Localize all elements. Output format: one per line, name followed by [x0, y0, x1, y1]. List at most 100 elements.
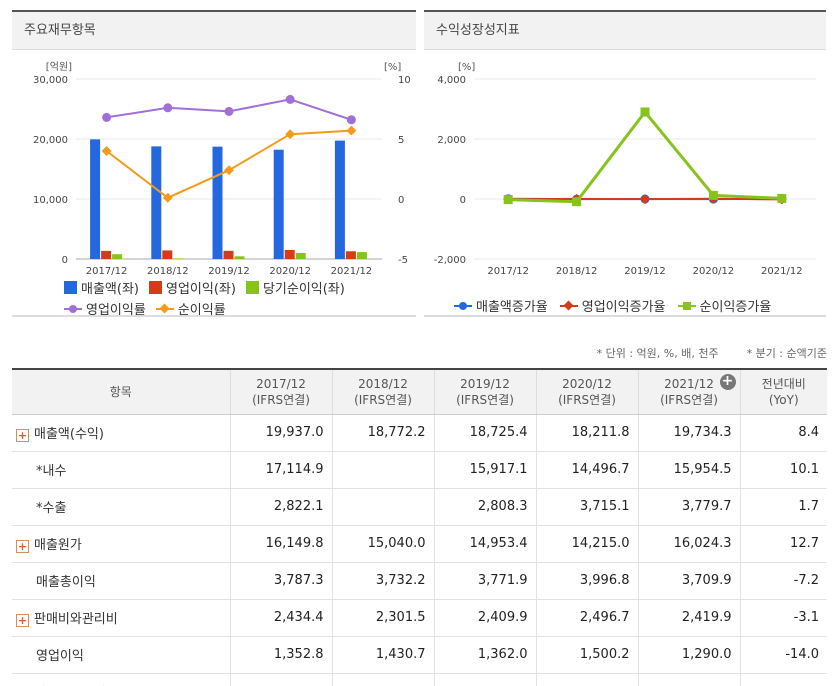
bar-영업이익(좌)[interactable]: [101, 250, 112, 259]
legend-item[interactable]: 매출액증가율: [454, 296, 548, 315]
y-tick-label: -2,000: [434, 255, 466, 266]
value-cell: 2,434.4: [229, 599, 332, 637]
header-period: 전년대비 (YoY): [739, 369, 827, 415]
row-label: 매출총이익: [36, 575, 96, 590]
bar-매출액(좌)[interactable]: [90, 139, 101, 259]
x-tick-label: 2019/12: [208, 266, 250, 277]
legend-item[interactable]: 순이익률: [155, 299, 226, 318]
bar-영업이익(좌)[interactable]: [284, 249, 295, 259]
point-영업이익률[interactable]: [346, 115, 356, 125]
table-row: + 매출원가 16,149.8 15,040.0 14,953.4 14,215.0 16,…: [12, 525, 827, 563]
point-순이익률[interactable]: [162, 192, 173, 203]
x-tick-label: 2018/12: [556, 266, 598, 277]
value-cell: 2,496.7: [535, 599, 638, 637]
row-label-cell[interactable]: +기타영업수익: [12, 673, 230, 686]
row-label-cell[interactable]: + 매출원가: [12, 525, 230, 563]
header-line1: 2021/12: [664, 376, 714, 391]
value-cell: 18,211.8: [535, 414, 638, 452]
bar-당기순이익(좌)[interactable]: [295, 253, 306, 259]
table-row: *내수 17,114.9 15,917.1 14,496.7 15,954.5 10.1: [12, 451, 827, 489]
table-row: + 매출액(수익) 19,937.0 18,772.2 18,725.4 18,211.8…: [12, 414, 827, 452]
yoy-cell: 1.7: [739, 488, 827, 526]
table-row: *수출 2,822.1 2,808.3 3,715.1 3,779.7 1.7: [12, 488, 827, 526]
expand-icon[interactable]: +: [16, 540, 29, 553]
bar-매출액(좌)[interactable]: [334, 140, 345, 259]
header-line1: 전년대비: [761, 376, 806, 391]
yoy-cell: -3.1: [739, 599, 827, 637]
row-label-cell[interactable]: + 매출액(수익): [12, 414, 230, 452]
bar-당기순이익(좌)[interactable]: [356, 252, 367, 259]
legend-item[interactable]: 순이익증가율: [677, 296, 771, 315]
row-label: 매출액(수익): [34, 427, 104, 442]
yoy-cell: 10.1: [739, 451, 827, 489]
value-cell: 19,937.0: [229, 414, 332, 452]
header-line1: 항목: [109, 384, 132, 399]
yoy-cell: 12.7: [739, 525, 827, 563]
expand-icon[interactable]: +: [16, 614, 29, 627]
chart-legend: 매출액(좌) 영업이익(좌) 당기순이익(좌) 영업이익률 순이익률: [64, 278, 414, 318]
x-tick-label: 2020/12: [693, 266, 735, 277]
plus-circle-icon[interactable]: +: [719, 374, 736, 390]
point-영업이익률[interactable]: [224, 106, 234, 116]
point-영업이익률[interactable]: [285, 94, 295, 104]
point-순이익증가율[interactable]: [640, 107, 650, 117]
bar-당기순이익(좌)[interactable]: [112, 254, 123, 259]
point-순이익증가율[interactable]: [708, 190, 718, 200]
value-cell: 3,771.9: [433, 562, 536, 600]
legend-swatch: [155, 303, 174, 315]
legend-swatch: [148, 281, 162, 294]
point-영업이익증가율[interactable]: [640, 194, 650, 205]
unit-note: * 단위 : 억원, %, 배, 천주: [596, 347, 719, 360]
row-label-cell: *수출: [12, 488, 230, 526]
value-cell: 16,149.8: [229, 525, 332, 563]
bar-매출액(좌)[interactable]: [212, 146, 223, 259]
point-순이익률[interactable]: [346, 125, 357, 136]
header-period: 2020/12 (IFRS연결): [535, 369, 638, 415]
bar-영업이익(좌)[interactable]: [162, 250, 173, 259]
row-label-cell: 영업이익: [12, 636, 230, 674]
value-cell: 14,215.0: [535, 525, 638, 563]
value-cell: 1,352.8: [229, 636, 332, 674]
bar-당기순이익(좌)[interactable]: [234, 256, 245, 259]
point-순이익률[interactable]: [224, 165, 234, 176]
point-순이익증가율[interactable]: [503, 195, 513, 205]
point-순이익증가율[interactable]: [572, 197, 582, 207]
value-cell: 18,772.2: [331, 414, 434, 452]
point-순이익증가율[interactable]: [777, 193, 787, 203]
expand-icon[interactable]: +: [16, 429, 29, 442]
bar-당기순이익(좌)[interactable]: [173, 258, 184, 259]
bar-매출액(좌)[interactable]: [151, 146, 162, 259]
value-cell: 2,419.9: [637, 599, 740, 637]
header-line2: (IFRS연결): [354, 392, 412, 407]
row-label-cell: 매출총이익: [12, 562, 230, 600]
point-순이익률[interactable]: [101, 146, 112, 156]
legend-label: 영업이익(좌): [165, 282, 236, 297]
bar-영업이익(좌)[interactable]: [345, 251, 356, 259]
point-영업이익률[interactable]: [102, 112, 112, 122]
point-순이익률[interactable]: [285, 129, 296, 140]
legend-item[interactable]: 영업이익률: [64, 299, 146, 318]
point-영업이익률[interactable]: [163, 103, 173, 113]
legend-item[interactable]: 당기순이익(좌): [245, 278, 345, 297]
bar-매출액(좌)[interactable]: [273, 149, 284, 259]
legend-item[interactable]: 영업이익(좌): [148, 278, 236, 297]
value-cell: 1,290.0: [637, 636, 740, 674]
legend-label: 당기순이익(좌): [262, 282, 345, 297]
header-period: 2018/12 (IFRS연결): [331, 369, 434, 415]
row-label-cell[interactable]: + 판매비와관리비: [12, 599, 230, 637]
quarter-note: * 분기 : 순액기준: [746, 347, 827, 360]
x-tick-label: 2019/12: [624, 266, 666, 277]
unit-notes: * 단위 : 억원, %, 배, 천주 * 분기 : 순액기준: [597, 345, 827, 361]
right-tick-label: 10: [398, 75, 411, 86]
main-financials-panel: 주요재무항목 [억원] [%] 30,000 20,000 10,000 0 10 5 0 -5 2…: [12, 10, 416, 318]
bar-영업이익(좌)[interactable]: [223, 250, 234, 259]
legend-item[interactable]: 매출액(좌): [64, 278, 139, 297]
x-tick-label: 2021/12: [331, 266, 373, 277]
yoy-cell: -14.0: [739, 636, 827, 674]
header-line2: (IFRS연결): [660, 392, 718, 407]
value-cell: 2,301.5: [331, 599, 434, 637]
header-period: 2021/12 (IFRS연결) +: [637, 369, 740, 415]
legend-item[interactable]: 영업이익증가율: [559, 296, 666, 315]
value-cell: 3,787.3: [229, 562, 332, 600]
right-tick-label: -5: [398, 255, 408, 266]
